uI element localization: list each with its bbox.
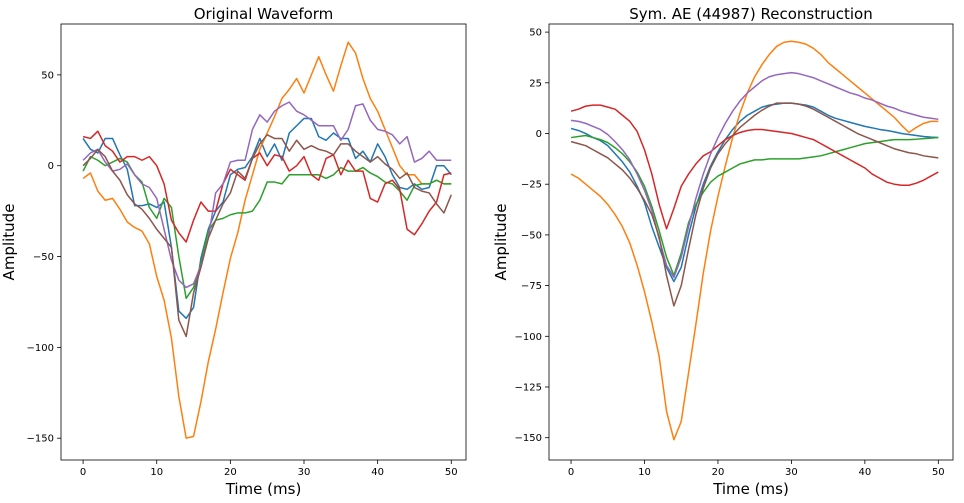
y-tick-label: −50 [33,252,54,263]
series-line-2 [82,41,452,439]
series-line-4 [82,130,452,243]
series-line-1 [82,117,452,320]
x-tick-label: 20 [224,467,237,478]
x-tick-label: 40 [858,467,871,478]
y-tick-label: 50 [529,28,542,39]
series-line-2 [570,40,939,441]
y-tick-label: −125 [515,382,542,393]
y-axis-label: Amplitude [492,204,510,281]
plot-frame [60,23,467,461]
x-axis-label: Time (ms) [712,480,789,498]
x-axis-label: Time (ms) [225,480,302,498]
x-tick-label: 10 [150,467,163,478]
x-tick-label: 50 [445,467,458,478]
x-tick-label: 10 [638,467,651,478]
y-tick-label: 0 [536,129,542,140]
chart-title: Original Waveform [194,5,334,23]
chart-panel-1: 0 10 20 30 40 50 50 0 −50 −100 −150 Original Wavefo… [0,5,467,498]
series-line-3 [82,155,452,300]
series-line-5 [570,71,939,279]
plot-frame [548,23,954,461]
chart-title: Sym. AE (44987) Reconstruction [629,5,873,23]
y-tick-label: −50 [521,230,542,241]
y-axis-label: Amplitude [0,204,18,281]
series-line-4 [570,104,939,230]
y-tick-label: −150 [27,434,54,445]
series-line-1 [570,102,939,283]
x-tick-label: 0 [80,467,86,478]
x-tick-label: 30 [785,467,798,478]
y-tick-label: −150 [515,433,542,444]
x-tick-label: 20 [712,467,725,478]
series-line-6 [82,134,452,338]
y-tick-label: 0 [48,161,54,172]
series-line-3 [570,134,939,277]
x-tick-label: 0 [568,467,574,478]
series-line-6 [570,102,939,307]
y-tick-label: −75 [521,281,542,292]
chart-panel-2: 0 10 20 30 40 50 50 25 0 −25 −50 −75 −100 −125 −150 Sym… [492,5,954,498]
x-tick-label: 40 [371,467,384,478]
y-tick-label: 25 [529,78,542,89]
x-tick-label: 30 [298,467,311,478]
y-tick-label: 50 [41,70,54,81]
y-tick-label: −100 [515,332,542,343]
series-line-5 [82,101,452,289]
y-tick-label: −25 [521,180,542,191]
y-tick-label: −100 [27,343,54,354]
x-tick-label: 50 [932,467,945,478]
